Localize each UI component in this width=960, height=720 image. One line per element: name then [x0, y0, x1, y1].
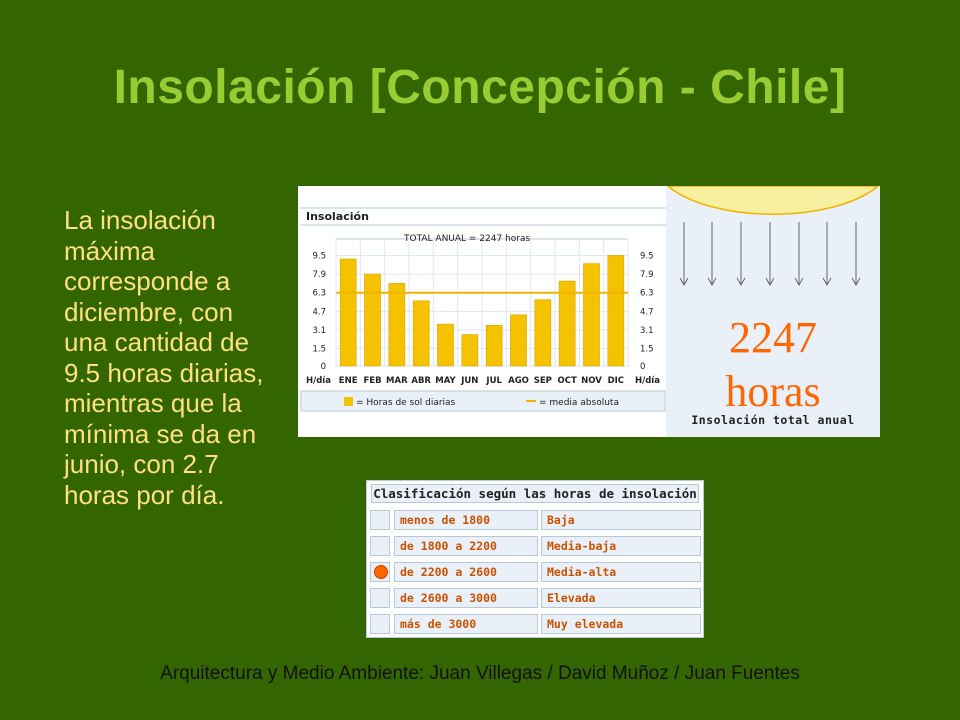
chart-subtitle: TOTAL ANUAL = 2247 horas: [403, 234, 531, 244]
legend-label-mean: = media absoluta: [539, 398, 619, 408]
x-tick-label: MAR: [386, 376, 408, 386]
x-tick-label: MAY: [435, 376, 456, 386]
y-tick-label-right: 9.5: [640, 251, 654, 261]
classification-range: de 2600 a 3000: [394, 588, 538, 608]
selected-dot-icon: [374, 565, 388, 579]
classification-title: Clasificación según las horas de insolac…: [371, 484, 699, 503]
classification-range: de 2200 a 2600: [394, 562, 538, 582]
annual-total-caption: Insolación total anual: [691, 413, 855, 427]
classification-level: Muy elevada: [541, 614, 701, 634]
bar: [364, 273, 381, 367]
x-tick-label: OCT: [558, 376, 577, 386]
annual-total-panel: 2247 horas Insolación total anual: [666, 186, 880, 437]
classification-range: menos de 1800: [394, 510, 538, 530]
bar: [510, 314, 527, 367]
bar: [534, 299, 552, 367]
classification-level: Media-alta: [541, 562, 701, 582]
bar: [461, 334, 479, 367]
y-tick-label-right: 0: [640, 362, 645, 372]
classification-marker: [370, 588, 390, 608]
y-tick-label-left: 0: [321, 362, 326, 372]
legend-label-bars: = Horas de sol diarias: [356, 398, 456, 408]
x-tick-label: NOV: [581, 376, 602, 386]
classification-row: de 1800 a 2200 Media-baja: [367, 536, 705, 558]
y-tick-label-left: 1.5: [312, 345, 326, 355]
sun-icon: [666, 186, 880, 215]
y-axis-label-right: H/día: [635, 376, 660, 386]
chart-legend: = Horas de sol diarias = media absoluta: [300, 390, 666, 412]
sun-ray-arrowhead: [765, 277, 775, 287]
bar: [412, 300, 430, 367]
x-tick-label: JUL: [485, 376, 502, 386]
y-tick-label-left: 4.7: [312, 307, 326, 317]
y-tick-label-right: 4.7: [640, 307, 654, 317]
classification-range: más de 3000: [394, 614, 538, 634]
legend-box: [300, 390, 666, 412]
sun-ray-arrowhead: [851, 277, 861, 287]
x-tick-label: FEB: [363, 376, 381, 386]
insolation-chart-svg: Insolación 9.5 9.5 7.9 7.9 6.3 6.3 4.7 4.7 3.1 3.…: [298, 186, 668, 437]
x-tick-label: ENE: [339, 376, 358, 386]
body-text: La insolación máxima corresponde a dicie…: [64, 205, 264, 510]
classification-marker: [370, 562, 390, 582]
classification-marker: [370, 510, 390, 530]
bar: [485, 324, 503, 367]
classification-row: de 2200 a 2600 Media-alta: [367, 562, 705, 584]
legend-swatch-bars: [344, 397, 353, 406]
bar: [583, 263, 600, 367]
y-tick-label-right: 7.9: [640, 270, 654, 280]
y-tick-label-right: 6.3: [640, 289, 654, 299]
sun-ray-arrowhead: [679, 277, 689, 287]
x-tick-label: SEP: [534, 376, 552, 386]
y-tick-label-left: 6.3: [312, 289, 326, 299]
x-tick-label: AGO: [508, 376, 529, 386]
classification-table: Clasificación según las horas de insolac…: [366, 480, 704, 638]
sun-ray-arrowhead: [822, 277, 832, 287]
classification-marker: [370, 614, 390, 634]
y-axis-label-left: H/día: [306, 376, 331, 386]
footer-credits: Arquitectura y Medio Ambiente: Juan Vill…: [160, 663, 800, 684]
x-tick-label: DIC: [608, 376, 624, 386]
bar: [558, 280, 576, 367]
bar: [607, 255, 625, 367]
classification-level: Elevada: [541, 588, 701, 608]
y-tick-label-left: 9.5: [312, 251, 326, 261]
y-tick-label-left: 3.1: [312, 326, 326, 336]
bar: [437, 323, 454, 367]
sun-ray-arrowhead: [794, 277, 804, 287]
y-tick-label-right: 3.1: [640, 326, 654, 336]
chart-title: Insolación: [306, 210, 369, 223]
classification-marker: [370, 536, 390, 556]
classification-range: de 1800 a 2200: [394, 536, 538, 556]
sun-ray-arrowhead: [736, 277, 746, 287]
sun-illustration: [666, 186, 880, 287]
sun-rays: [679, 222, 861, 287]
x-tick-label: ABR: [411, 376, 431, 386]
annual-total-unit: horas: [725, 367, 821, 416]
classification-row: más de 3000 Muy elevada: [367, 614, 705, 636]
sun-ray-arrowhead: [707, 277, 717, 287]
classification-row: menos de 1800 Baja: [367, 510, 705, 532]
y-tick-label-left: 7.9: [312, 270, 326, 280]
plot-area: 9.5 9.5 7.9 7.9 6.3 6.3 4.7 4.7 3.1 3.1 1.5 1.5 0 0 EN…: [312, 238, 654, 386]
bar: [388, 283, 406, 367]
annual-total-value: 2247: [729, 313, 817, 362]
y-tick-label-right: 1.5: [640, 345, 654, 355]
insolation-chart: Insolación 9.5 9.5 7.9 7.9 6.3 6.3 4.7 4.7 3.1 3.…: [298, 186, 668, 437]
classification-level: Baja: [541, 510, 701, 530]
bar: [339, 258, 357, 367]
classification-row: de 2600 a 3000 Elevada: [367, 588, 705, 610]
x-tick-label: JUN: [460, 376, 478, 386]
classification-level: Media-baja: [541, 536, 701, 556]
slide-title: Insolación [Concepción - Chile]: [113, 61, 847, 114]
